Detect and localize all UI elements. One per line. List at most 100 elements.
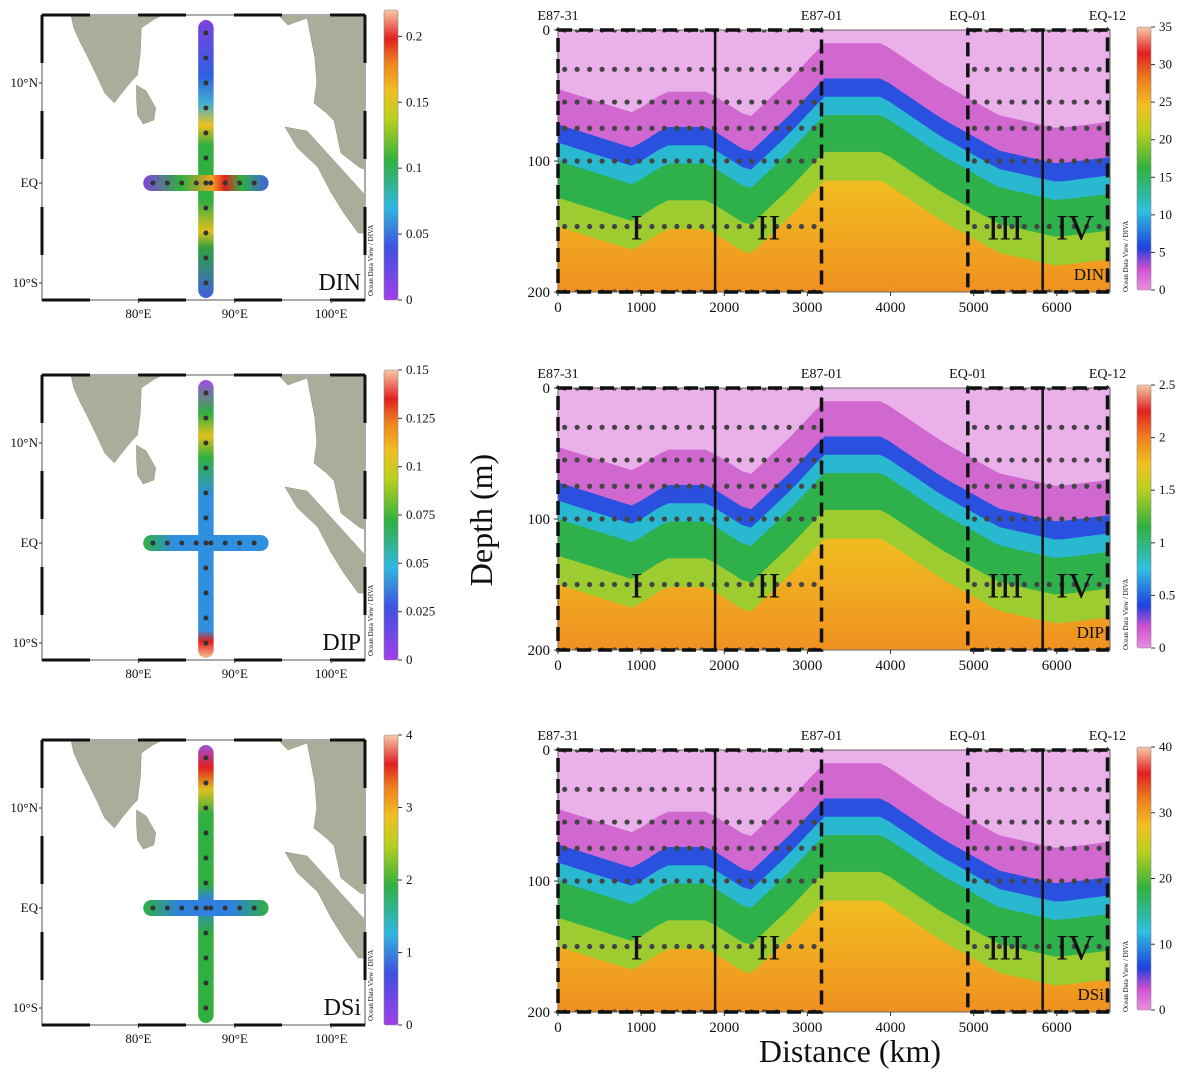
x-tick-label: 6000 xyxy=(1042,658,1072,674)
sample-dot xyxy=(1046,483,1052,489)
sample-dot xyxy=(611,878,618,884)
sample-dot xyxy=(774,845,780,851)
sample-dot xyxy=(749,66,755,72)
sample-dot xyxy=(611,66,618,72)
panel-label: DIN xyxy=(318,270,361,296)
sample-dot xyxy=(1009,845,1015,851)
sample-dot xyxy=(636,845,643,851)
sample-dot xyxy=(1046,125,1052,131)
watermark: Ocean Data View / DIVA xyxy=(1122,221,1130,292)
colorbar-tick-label: 0 xyxy=(406,652,413,667)
sample-dot xyxy=(774,457,780,463)
sample-dot xyxy=(811,223,817,230)
x-tick-label: 6000 xyxy=(1042,1020,1072,1036)
sample-dot xyxy=(1096,878,1102,884)
sample-dot xyxy=(1071,99,1077,105)
y-tick-label: 100 xyxy=(528,154,551,170)
station-dot xyxy=(203,490,209,496)
sample-dot xyxy=(649,483,655,489)
sample-dot xyxy=(1034,424,1040,430)
sample-dot xyxy=(724,424,730,430)
sample-dot xyxy=(599,483,605,489)
sample-dot xyxy=(586,581,593,588)
sample-dot xyxy=(624,483,630,489)
sample-dot xyxy=(811,158,817,164)
sample-dot xyxy=(1084,878,1090,884)
station-dot xyxy=(203,955,209,961)
sample-dot xyxy=(599,158,605,164)
sample-dot xyxy=(1096,516,1102,522)
sample-dot xyxy=(724,66,730,72)
sample-dot xyxy=(586,786,593,792)
sample-dot xyxy=(699,424,705,430)
sample-dot xyxy=(586,483,593,489)
sample-dot xyxy=(1059,581,1065,588)
station-dot xyxy=(203,755,209,761)
station-dot xyxy=(164,905,170,911)
sample-dot xyxy=(749,125,755,131)
station-dot xyxy=(179,180,185,186)
sample-dot xyxy=(1071,516,1077,522)
colorbar-tick-label: 10 xyxy=(1159,936,1172,951)
sample-dot xyxy=(1071,943,1077,950)
station-dot xyxy=(203,905,209,911)
sample-dot xyxy=(636,943,643,950)
sample-dot xyxy=(1009,424,1015,430)
sample-dot xyxy=(661,943,668,950)
sample-dot xyxy=(1046,819,1052,825)
sample-dot xyxy=(984,943,990,950)
sample-dot xyxy=(1046,581,1052,588)
sample-dot xyxy=(724,483,730,489)
sample-dot xyxy=(811,483,817,489)
sample-dot xyxy=(724,99,730,105)
sample-dot xyxy=(1084,457,1090,463)
sample-dot xyxy=(1046,424,1052,430)
sample-dot xyxy=(761,66,767,72)
region-label: IV xyxy=(1056,928,1094,968)
sample-dot xyxy=(674,581,680,588)
sample-dot xyxy=(562,158,568,164)
x-tick-label: 100°E xyxy=(315,666,348,681)
sample-dot xyxy=(749,845,755,851)
sample-dot xyxy=(811,424,817,430)
station-dot xyxy=(203,515,209,521)
sample-dot xyxy=(774,819,780,825)
sample-dot xyxy=(1034,457,1040,463)
sample-dot xyxy=(1059,819,1065,825)
sample-dot xyxy=(636,66,643,72)
sample-dot xyxy=(1009,223,1015,230)
sample-dot xyxy=(586,125,593,131)
sample-dot xyxy=(971,786,978,792)
sample-dot xyxy=(649,457,655,463)
sample-dot xyxy=(736,516,742,522)
land xyxy=(136,809,157,850)
x-tick-label: 0 xyxy=(554,1020,562,1036)
station-dot xyxy=(237,540,243,546)
sample-dot xyxy=(1046,845,1052,851)
panel-label: DSi xyxy=(324,995,362,1021)
sample-dot xyxy=(761,289,767,292)
sample-dot xyxy=(749,99,755,105)
sample-dot xyxy=(599,845,605,851)
sample-dot xyxy=(811,99,817,105)
sample-dot xyxy=(984,289,990,292)
sample-dot xyxy=(1009,878,1015,884)
colorbar-tick-label: 0.05 xyxy=(406,555,429,570)
sample-dot xyxy=(984,750,990,753)
station-dot xyxy=(203,855,209,861)
station-dot xyxy=(203,415,209,421)
station-label: E87-01 xyxy=(801,729,842,744)
colorbar-tick-label: 2 xyxy=(1159,430,1166,445)
sample-dot xyxy=(736,845,742,851)
x-tick-label: 5000 xyxy=(959,300,989,316)
sample-dot xyxy=(661,457,668,463)
field-layer xyxy=(558,30,1110,128)
region-box xyxy=(966,386,1110,652)
station-dot xyxy=(203,640,209,646)
sample-dot xyxy=(1059,943,1065,950)
colorbar-tick-label: 1 xyxy=(406,945,413,960)
sample-dot xyxy=(1096,66,1102,72)
sample-dot xyxy=(1021,66,1027,72)
station-label: E87-31 xyxy=(537,367,578,382)
station-dot xyxy=(251,540,257,546)
